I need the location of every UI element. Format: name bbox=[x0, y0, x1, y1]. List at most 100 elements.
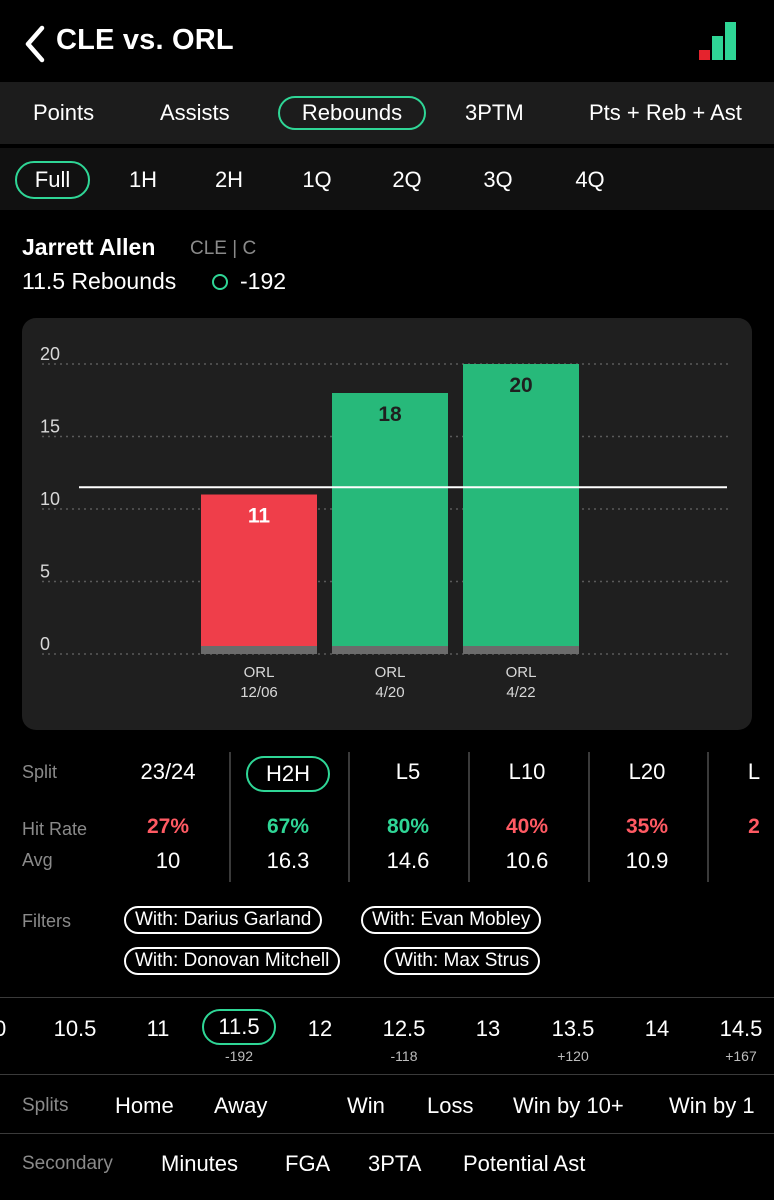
line-option-value[interactable]: 14.5 bbox=[719, 1016, 763, 1041]
secondary-3pta[interactable]: 3PTA bbox=[368, 1151, 422, 1176]
split-column-3-hit-rate: 40% bbox=[505, 815, 549, 838]
y-tick-label: 0 bbox=[40, 634, 50, 654]
x-tick-label-opponent: ORL bbox=[244, 664, 275, 681]
chart-bar-base bbox=[463, 646, 579, 654]
y-tick-label: 20 bbox=[40, 344, 60, 364]
line-option-odds: +167 bbox=[725, 1048, 757, 1064]
split-column-1-hit-rate: 67% bbox=[266, 815, 310, 838]
split-column-divider bbox=[348, 752, 350, 882]
tab-rebounds[interactable]: Rebounds bbox=[278, 96, 426, 130]
tab-2h[interactable]: 2H bbox=[214, 167, 244, 192]
tab-1h[interactable]: 1H bbox=[128, 167, 158, 192]
line-option-odds: -192 bbox=[224, 1048, 254, 1064]
secondary-row-label: Secondary bbox=[22, 1153, 113, 1174]
filter-chip-darius-garland[interactable]: With: Darius Garland bbox=[124, 906, 323, 934]
avg-label: Avg bbox=[22, 850, 53, 870]
filter-chip-donovan-mitchell[interactable]: With: Donovan Mitchell bbox=[124, 947, 341, 975]
line-option-value[interactable]: 14 bbox=[644, 1016, 670, 1041]
bar-value-label: 11 bbox=[248, 505, 271, 528]
split-column-2-avg: 14.6 bbox=[386, 848, 430, 873]
split-column-5-hit-rate: 2 bbox=[748, 815, 760, 838]
split-column-4-hit-rate: 35% bbox=[625, 815, 669, 838]
tab-3q[interactable]: 3Q bbox=[483, 167, 513, 192]
line-option-odds: -118 bbox=[390, 1048, 418, 1064]
player-team-position: CLE | C bbox=[190, 238, 257, 259]
period-tab-bar bbox=[0, 148, 774, 210]
split-column-divider bbox=[468, 752, 470, 882]
x-tick-label-opponent: ORL bbox=[375, 664, 406, 681]
y-tick-label: 5 bbox=[40, 562, 50, 582]
chart-bar bbox=[463, 364, 579, 654]
tab-3ptm[interactable]: 3PTM bbox=[465, 100, 524, 125]
line-option-value[interactable]: 12 bbox=[307, 1016, 333, 1041]
tab-assists[interactable]: Assists bbox=[160, 100, 230, 125]
split-column-1-header[interactable]: H2H bbox=[246, 756, 330, 792]
x-tick-label-date: 4/22 bbox=[506, 684, 535, 701]
split-win-by-1[interactable]: Win by 1 bbox=[669, 1093, 755, 1118]
bar-value-label: 20 bbox=[509, 374, 532, 397]
x-tick-label-date: 4/20 bbox=[375, 684, 404, 701]
split-label: Split bbox=[22, 762, 58, 782]
split-column-3-avg: 10.6 bbox=[505, 848, 549, 873]
chart-bar-base bbox=[201, 646, 317, 654]
line-selector bbox=[0, 997, 774, 1075]
line-option-value[interactable]: 10.5 bbox=[53, 1016, 97, 1041]
filter-chip-evan-mobley[interactable]: With: Evan Mobley bbox=[361, 906, 542, 934]
player-name: Jarrett Allen bbox=[22, 234, 156, 260]
tab-4q[interactable]: 4Q bbox=[575, 167, 605, 192]
bar-value-label: 18 bbox=[378, 403, 402, 426]
top-header bbox=[0, 0, 774, 82]
split-home[interactable]: Home bbox=[115, 1093, 174, 1118]
x-tick-label-date: 12/06 bbox=[240, 684, 278, 701]
split-away[interactable]: Away bbox=[214, 1093, 268, 1118]
odds-indicator-icon bbox=[212, 274, 228, 290]
secondary-minutes[interactable]: Minutes bbox=[161, 1151, 239, 1176]
splits-row-label: Splits bbox=[22, 1095, 69, 1116]
split-column-2-hit-rate: 80% bbox=[386, 815, 430, 838]
y-tick-label: 10 bbox=[40, 489, 60, 509]
prop-line: 11.5 Rebounds bbox=[22, 268, 177, 294]
split-loss[interactable]: Loss bbox=[427, 1093, 474, 1118]
stat-tab-bar bbox=[0, 82, 774, 144]
split-column-0-avg: 10 bbox=[155, 848, 181, 873]
chart-bar bbox=[332, 393, 448, 654]
split-column-4-avg: 10.9 bbox=[625, 848, 669, 873]
filter-chip-max-strus[interactable]: With: Max Strus bbox=[384, 947, 541, 975]
tab-1q[interactable]: 1Q bbox=[302, 167, 332, 192]
line-option-value[interactable]: 13 bbox=[475, 1016, 501, 1041]
tab-full[interactable]: Full bbox=[15, 161, 90, 199]
line-option-odds: +120 bbox=[557, 1048, 589, 1064]
tab-pts-reb-ast[interactable]: Pts + Reb + Ast bbox=[589, 100, 742, 125]
chart-bar bbox=[201, 494, 317, 654]
split-column-4-header[interactable]: L20 bbox=[628, 759, 666, 784]
filters-label: Filters bbox=[22, 911, 71, 931]
page-title: CLE vs. ORL bbox=[56, 24, 234, 56]
line-option-value[interactable]: 11 bbox=[146, 1016, 170, 1041]
line-partial-left[interactable]: 0 bbox=[0, 1016, 7, 1041]
y-tick-label: 15 bbox=[40, 417, 60, 437]
split-column-divider bbox=[229, 752, 231, 882]
split-column-3-header[interactable]: L10 bbox=[508, 759, 546, 784]
split-win-by-10[interactable]: Win by 10+ bbox=[513, 1093, 624, 1118]
rebounds-bar-chart: 0 5 10 15 20 11 ORL 12/06 18 ORL 4/20 20 ORL 4/22 bbox=[40, 344, 732, 701]
split-column-5-header[interactable]: L bbox=[747, 759, 761, 784]
hit-rate-label: Hit Rate bbox=[22, 819, 88, 839]
back-chevron-icon[interactable] bbox=[20, 24, 50, 64]
secondary-fga[interactable]: FGA bbox=[285, 1151, 331, 1176]
line-option-value[interactable]: 11.5 bbox=[202, 1009, 276, 1045]
split-column-0-header[interactable]: 23/24 bbox=[140, 759, 196, 784]
split-column-1-avg: 16.3 bbox=[266, 848, 310, 873]
tab-2q[interactable]: 2Q bbox=[392, 167, 422, 192]
x-tick-label-opponent: ORL bbox=[506, 664, 537, 681]
split-column-divider bbox=[588, 752, 590, 882]
split-column-divider bbox=[707, 752, 709, 882]
line-option-value[interactable]: 12.5 bbox=[382, 1016, 426, 1041]
secondary-filter-row bbox=[0, 1133, 774, 1191]
line-option-value[interactable]: 13.5 bbox=[551, 1016, 595, 1041]
tab-points[interactable]: Points bbox=[33, 100, 95, 125]
chart-bar-base bbox=[332, 646, 448, 654]
split-column-2-header[interactable]: L5 bbox=[395, 759, 421, 784]
split-win[interactable]: Win bbox=[347, 1093, 385, 1118]
prop-odds: -192 bbox=[240, 268, 287, 294]
secondary-potential-ast[interactable]: Potential Ast bbox=[463, 1151, 586, 1176]
